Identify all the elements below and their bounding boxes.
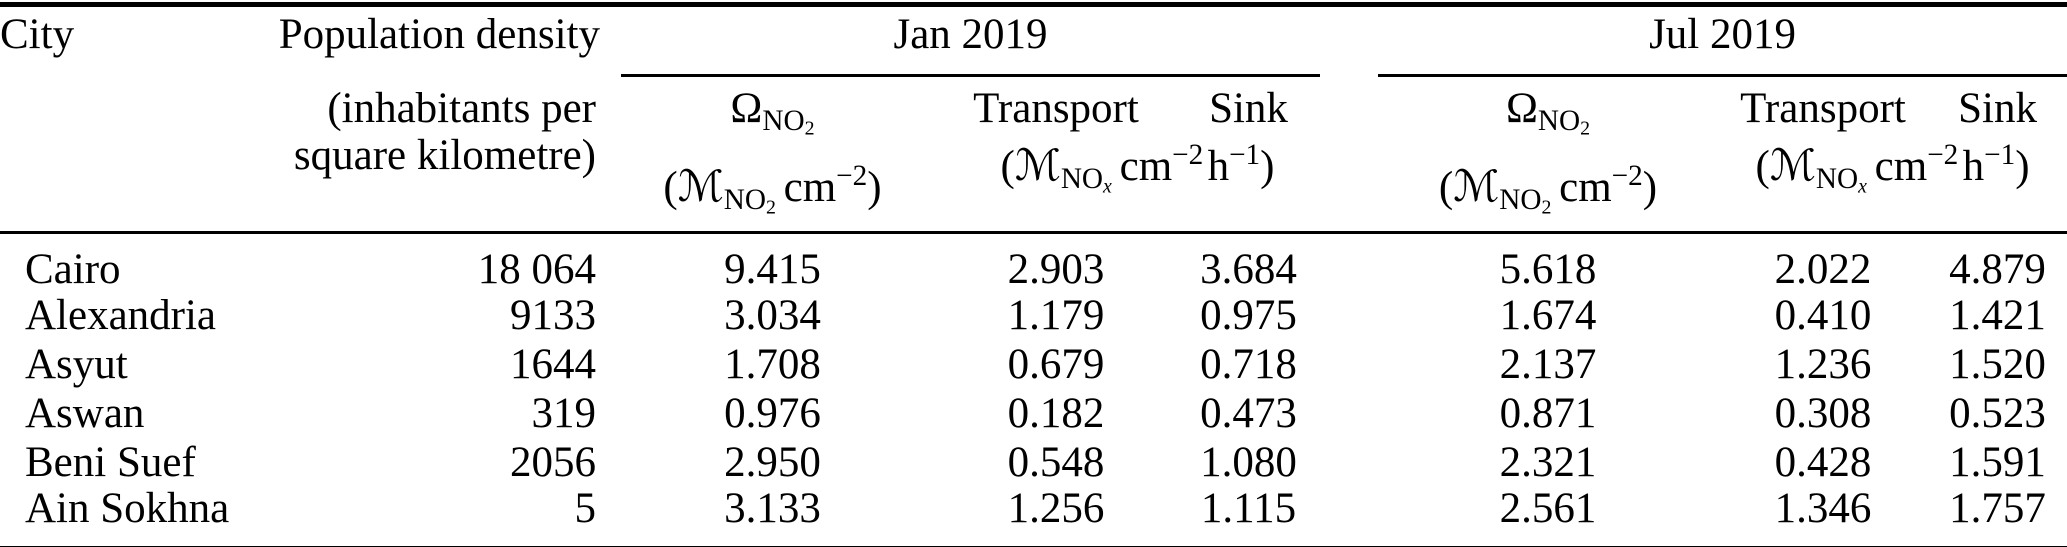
cell-jul-transport: 0.428	[1774, 439, 1872, 487]
header-population-density-unit: (inhabitants per square kilometre)	[220, 77, 600, 235]
cell-jan-transport: 0.679	[1007, 341, 1105, 389]
cell-jan-omega: 1.708	[724, 341, 821, 389]
header-population-density: Population density	[278, 11, 600, 58]
cell-city: Asyut	[25, 341, 128, 389]
group-header-jul-2019: Jul 2019	[1378, 13, 2067, 77]
cell-jul-sink: 0.523	[1949, 390, 2046, 438]
cell-population-density: 1644	[510, 341, 596, 389]
cell-jul-transport: 0.308	[1774, 390, 1872, 438]
table-row: Asyut 1644 1.708 0.679 0.718 2.137 1.236…	[0, 340, 2067, 389]
col-header-sink: Sink	[1958, 85, 2037, 132]
group-gap	[1330, 233, 1378, 292]
cell-jan-sink: 0.473	[1200, 390, 1297, 438]
cell-jul-transport: 1.236	[1774, 341, 1872, 389]
cell-population-density: 2056	[510, 439, 596, 487]
cell-jan-sink: 1.115	[1200, 485, 1297, 533]
group-header-jan-2019: Jan 2019	[621, 13, 1321, 77]
table-row: Alexandria 9133 3.034 1.179 0.975 1.674 …	[0, 291, 2067, 340]
group-gap	[1330, 389, 1378, 438]
header-row-units: (inhabitants per square kilometre) ΩNO2 (…	[0, 77, 2067, 235]
group-cell-jan: Jan 2019	[600, 5, 1330, 77]
table-row: Cairo 18 064 9.415 2.903 3.684 5.618 2.0…	[0, 233, 2067, 292]
cell-population-density: 5	[574, 485, 597, 533]
col-header-transport: Transport	[973, 85, 1139, 132]
cell-jul-sink: 4.879	[1949, 246, 2046, 294]
cell-population-density: 319	[531, 390, 597, 438]
col-header-jul-transport-sink: Transport Sink (ℳNOx cm−2h−1)	[1718, 77, 2067, 235]
group-gap	[1330, 340, 1378, 389]
cell-jan-transport: 0.548	[1007, 439, 1105, 487]
col-header-jul-omega: ΩNO2 (ℳNO2 cm−2)	[1378, 77, 1719, 235]
cell-jan-omega: 3.133	[724, 485, 821, 533]
col-header-jan-omega: ΩNO2 (ℳNO2 cm−2)	[600, 77, 945, 235]
cell-jul-omega: 2.561	[1499, 485, 1597, 533]
table-row: Ain Sokhna 5 3.133 1.256 1.115 2.561 1.3…	[0, 487, 2067, 547]
cell-city: Aswan	[25, 390, 145, 438]
cell-jul-omega: 2.137	[1499, 341, 1597, 389]
cell-city: Beni Suef	[25, 439, 196, 487]
col-header-sink: Sink	[1209, 85, 1288, 132]
omega-no2-symbol: ΩNO2	[730, 85, 815, 140]
group-gap	[1330, 5, 1378, 78]
cell-jan-omega: 2.950	[724, 439, 821, 487]
cell-city: Alexandria	[25, 292, 217, 340]
header-city-empty	[0, 77, 220, 235]
cell-city: Cairo	[25, 246, 121, 294]
cell-city: Ain Sokhna	[25, 485, 230, 533]
cell-population-density: 9133	[510, 292, 596, 340]
cell-jul-sink: 1.421	[1949, 292, 2046, 340]
cell-jan-omega: 0.976	[724, 390, 821, 438]
cell-jan-transport: 2.903	[1007, 246, 1105, 294]
pop-unit-line2: square kilometre)	[293, 132, 596, 179]
flux-unit: (ℳNOx cm−2h−1)	[1000, 139, 1275, 198]
cell-jan-transport: 1.179	[1007, 292, 1105, 340]
cell-jan-sink: 0.975	[1200, 292, 1297, 340]
cell-jul-omega: 1.674	[1499, 292, 1597, 340]
col-header-jan-transport-sink: Transport Sink (ℳNOx cm−2h−1)	[945, 77, 1331, 235]
cell-jul-omega: 5.618	[1499, 246, 1597, 294]
group-gap	[1330, 487, 1378, 547]
header-row-groups: City Population density Jan 2019 Jul 201…	[0, 5, 2067, 78]
cell-jul-transport: 1.346	[1774, 485, 1872, 533]
group-gap	[1330, 291, 1378, 340]
cell-jul-sink: 1.520	[1949, 341, 2046, 389]
cell-jan-sink: 3.684	[1200, 246, 1297, 294]
cell-jul-sink: 1.757	[1949, 485, 2046, 533]
cell-jan-omega: 9.415	[724, 246, 821, 294]
omega-no2-unit: (ℳNO2 cm−2)	[663, 159, 882, 219]
table-row: Aswan 319 0.976 0.182 0.473 0.871 0.308 …	[0, 389, 2067, 438]
cell-jul-transport: 2.022	[1774, 246, 1872, 294]
omega-no2-symbol: ΩNO2	[1505, 85, 1591, 140]
cell-jul-sink: 1.591	[1949, 439, 2046, 487]
cell-jan-transport: 0.182	[1007, 390, 1105, 438]
cell-jan-sink: 0.718	[1200, 341, 1297, 389]
col-header-transport: Transport	[1740, 85, 1906, 132]
cell-jan-transport: 1.256	[1007, 485, 1105, 533]
cell-jul-transport: 0.410	[1774, 292, 1872, 340]
cell-jan-omega: 3.034	[724, 292, 821, 340]
cell-jan-sink: 1.080	[1200, 439, 1297, 487]
group-cell-jul: Jul 2019	[1378, 5, 2067, 77]
cell-jul-omega: 0.871	[1499, 390, 1597, 438]
flux-unit: (ℳNOx cm−2h−1)	[1755, 139, 2030, 198]
pop-unit-line1: (inhabitants per	[327, 85, 596, 132]
cell-population-density: 18 064	[477, 246, 596, 294]
table-row: Beni Suef 2056 2.950 0.548 1.080 2.321 0…	[0, 438, 2067, 487]
omega-no2-unit: (ℳNO2 cm−2)	[1438, 159, 1658, 219]
group-gap	[1330, 77, 1379, 235]
group-gap	[1330, 438, 1378, 487]
header-city: City	[0, 11, 75, 58]
cell-jul-omega: 2.321	[1499, 439, 1597, 487]
